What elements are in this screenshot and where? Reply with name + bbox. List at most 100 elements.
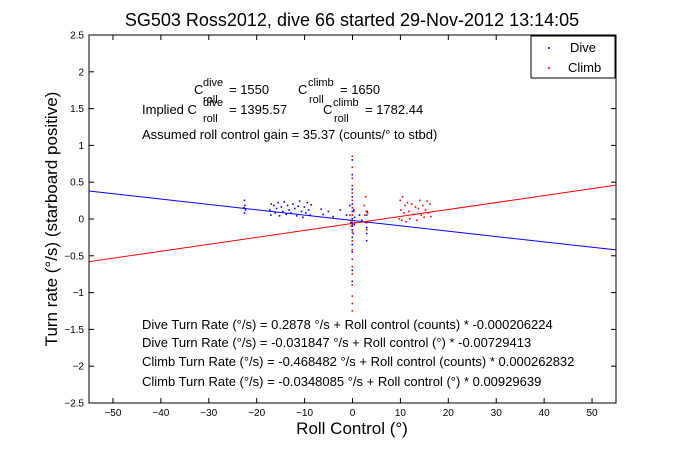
dive-point bbox=[320, 208, 322, 211]
climb-point bbox=[351, 206, 354, 209]
climb-point bbox=[399, 209, 402, 211]
fit-lines bbox=[88, 184, 617, 263]
x-tick-label: 10 bbox=[395, 408, 407, 419]
dive-point bbox=[282, 210, 284, 213]
dive-point bbox=[310, 204, 312, 206]
dive-point bbox=[306, 201, 309, 204]
climb-fit-line bbox=[88, 184, 617, 263]
dive-point bbox=[288, 209, 290, 211]
dive-point bbox=[351, 225, 354, 227]
climb-point bbox=[351, 295, 354, 297]
dive-point bbox=[302, 216, 304, 219]
dive-point bbox=[350, 221, 352, 224]
c-roll-dive-sup: dive bbox=[203, 77, 223, 89]
climb-point bbox=[405, 220, 407, 223]
dive-point bbox=[351, 203, 354, 205]
y-tick-label: −0.5 bbox=[64, 251, 84, 262]
y-axis-label: Turn rate (°/s) (starboard positive) bbox=[42, 92, 61, 347]
climb-point bbox=[364, 195, 367, 198]
dive-point bbox=[351, 229, 354, 231]
dive-point bbox=[351, 243, 354, 246]
x-tick-label: −20 bbox=[248, 408, 265, 419]
climb-point bbox=[410, 203, 413, 205]
y-axis-ticks: −2.5 −2 −1.5 −1 −0.5 0 0.5 1 1.5 2 2.5 bbox=[64, 31, 616, 410]
dive-point bbox=[280, 206, 283, 208]
implied-dive-sub: roll bbox=[203, 113, 218, 125]
dive-point bbox=[303, 206, 306, 208]
c-roll-dive-sub: roll bbox=[203, 94, 218, 106]
dive-point bbox=[285, 213, 287, 216]
dive-point bbox=[243, 206, 245, 209]
dive-point bbox=[270, 203, 273, 205]
legend-marker-climb bbox=[548, 67, 550, 69]
c-roll-climb-sup: climb bbox=[308, 77, 334, 89]
dive-point bbox=[294, 207, 296, 210]
climb-point bbox=[424, 209, 427, 211]
dive-point bbox=[272, 204, 275, 207]
c-roll-annotations: C dive roll = 1550 C climb roll = 1650 I… bbox=[142, 77, 574, 389]
climb-point bbox=[351, 302, 354, 305]
dive-point bbox=[300, 210, 303, 213]
legend-label-dive: Dive bbox=[570, 40, 596, 55]
dive-point bbox=[353, 216, 356, 219]
climb-point bbox=[351, 177, 354, 180]
dive-point bbox=[327, 210, 330, 213]
climb-point bbox=[351, 273, 354, 275]
climb-point bbox=[427, 212, 430, 214]
legend-marker-dive bbox=[548, 47, 550, 49]
y-tick-label: 0.5 bbox=[70, 178, 84, 189]
climb-point bbox=[399, 199, 402, 202]
dive-point bbox=[351, 210, 354, 213]
climb-point bbox=[351, 284, 354, 286]
dive-point bbox=[351, 159, 354, 161]
climb-point bbox=[421, 204, 424, 207]
implied-climb-label: C bbox=[323, 102, 332, 117]
dive-point bbox=[345, 214, 348, 216]
climb-point bbox=[350, 225, 353, 227]
climb-point bbox=[351, 240, 354, 242]
dive-point bbox=[277, 201, 279, 204]
dive-point bbox=[351, 280, 354, 283]
x-axis-label: Roll Control (°) bbox=[296, 419, 408, 438]
dive-point bbox=[351, 236, 354, 238]
dive-point bbox=[351, 218, 354, 220]
scatter-points bbox=[243, 155, 432, 312]
dive-point bbox=[292, 203, 294, 205]
climb-point bbox=[364, 221, 367, 224]
x-tick-label: 30 bbox=[491, 408, 503, 419]
climb-point bbox=[352, 210, 355, 213]
climb-point bbox=[350, 219, 352, 222]
dive-point bbox=[351, 251, 354, 253]
dive-point bbox=[352, 232, 355, 235]
climb-point bbox=[351, 155, 354, 158]
x-axis-ticks: −50 −40 −30 −20 −10 0 10 20 30 40 50 bbox=[104, 35, 598, 419]
dive-point bbox=[243, 212, 246, 214]
dive-point bbox=[351, 188, 354, 191]
climb-eq-degrees: Climb Turn Rate (°/s) = -0.0348085 °/s +… bbox=[142, 374, 541, 389]
dive-point bbox=[297, 205, 299, 208]
y-tick-label: 0 bbox=[78, 215, 84, 226]
climb-point bbox=[365, 229, 368, 231]
implied-climb-sub: roll bbox=[334, 113, 349, 125]
implied-dive-value: = 1395.57 bbox=[229, 102, 287, 117]
climb-point bbox=[417, 207, 420, 210]
x-tick-label: −50 bbox=[104, 408, 121, 419]
dive-eq-counts: Dive Turn Rate (°/s) = 0.2878 °/s + Roll… bbox=[142, 317, 553, 332]
c-roll-climb-sub: roll bbox=[309, 94, 324, 106]
y-tick-label: −2 bbox=[73, 362, 85, 373]
dive-point bbox=[349, 204, 351, 207]
climb-point bbox=[351, 184, 354, 187]
legend: Dive Climb bbox=[530, 35, 616, 79]
y-tick-label: 1 bbox=[78, 141, 84, 152]
climb-point bbox=[419, 199, 421, 202]
x-tick-label: −40 bbox=[152, 408, 169, 419]
climb-point bbox=[351, 223, 354, 226]
climb-point bbox=[401, 195, 404, 198]
climb-point bbox=[351, 231, 354, 233]
dive-point bbox=[365, 221, 368, 224]
dive-point bbox=[351, 269, 354, 272]
climb-point bbox=[420, 214, 423, 216]
dive-point bbox=[365, 214, 368, 216]
climb-point bbox=[416, 219, 418, 222]
